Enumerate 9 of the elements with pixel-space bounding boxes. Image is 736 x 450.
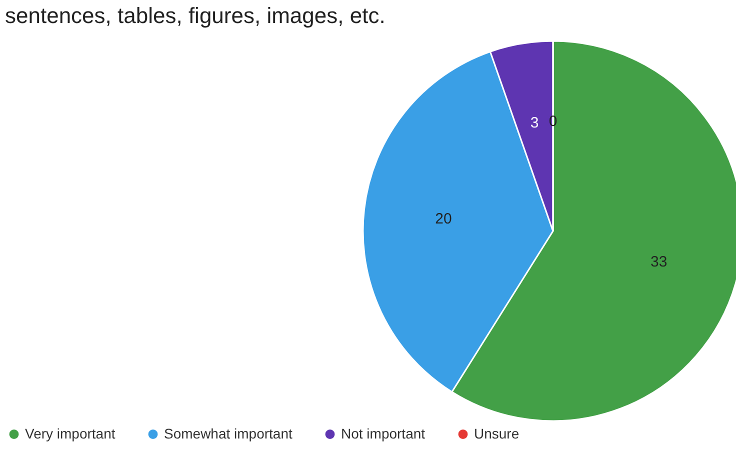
legend-label: Unsure [474, 425, 520, 442]
legend-label: Not important [341, 425, 426, 442]
chart-title: sentences, tables, figures, images, etc. [5, 3, 386, 28]
legend-label: Very important [25, 425, 116, 442]
data-label: 3 [530, 114, 539, 132]
text: 0 [548, 112, 558, 130]
data-label: 20 [435, 210, 452, 228]
data-label: 33 [650, 254, 668, 271]
legend-label: Somewhat important [164, 425, 293, 442]
